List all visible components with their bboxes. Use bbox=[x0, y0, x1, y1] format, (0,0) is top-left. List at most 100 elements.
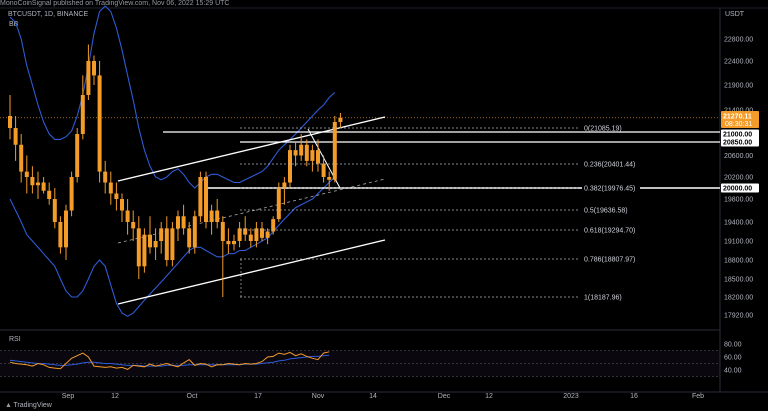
drawings bbox=[117, 116, 720, 305]
candle-body bbox=[288, 150, 292, 183]
time-tick-label: Dec bbox=[438, 393, 451, 400]
rsi-ma-line bbox=[9, 354, 330, 367]
candle-body bbox=[64, 210, 68, 248]
candle-body bbox=[187, 228, 192, 248]
candle-body bbox=[248, 234, 253, 241]
candle-body bbox=[148, 234, 152, 248]
bb-upper-line bbox=[9, 5, 336, 189]
candle-body bbox=[293, 150, 298, 156]
current-price-tag bbox=[721, 111, 759, 128]
candle-body bbox=[19, 144, 24, 172]
tradingview-logo-icon: ▲ bbox=[5, 402, 14, 409]
time-tick-label: 14 bbox=[369, 393, 377, 400]
candle-body bbox=[209, 210, 214, 222]
candle-body bbox=[299, 144, 304, 156]
time-tick-label: 17 bbox=[254, 393, 262, 400]
price-tick-label: 18800.00 bbox=[724, 258, 753, 265]
fib-level-1-label: 1(18187.96) bbox=[584, 295, 622, 302]
price-tick-label: 20600.00 bbox=[724, 153, 753, 160]
fib-label-bg bbox=[582, 183, 640, 192]
candle-body bbox=[260, 228, 264, 238]
candle-body bbox=[192, 216, 197, 248]
candle-body bbox=[47, 190, 52, 199]
candle-body bbox=[80, 95, 85, 134]
candles[interactable] bbox=[8, 44, 343, 298]
price-tick-label: 18200.00 bbox=[724, 295, 753, 302]
candle-body bbox=[8, 116, 12, 128]
candle-body bbox=[41, 182, 46, 191]
fib-retracement[interactable]: 0(21085.19) 0.236(20401.44) 0.382(19976.45… bbox=[240, 124, 640, 302]
candle-body bbox=[204, 177, 208, 222]
bb-lower-line bbox=[9, 176, 336, 317]
candle-body bbox=[310, 150, 315, 161]
time-tick-label: Feb bbox=[692, 393, 704, 400]
branding-text: TradingView bbox=[13, 402, 52, 409]
price-tick-label: 22400.00 bbox=[724, 59, 753, 66]
price-axis[interactable]: 22800.0022400.0021900.0021400.0020600.00… bbox=[721, 37, 759, 320]
time-tick-label: Sep bbox=[62, 393, 75, 400]
candle-body bbox=[86, 61, 91, 95]
candle-body bbox=[164, 228, 169, 260]
candle-body bbox=[215, 210, 220, 222]
candle-body bbox=[321, 163, 326, 177]
price-highlight-21000-label: 21000.00 bbox=[723, 132, 752, 139]
rsi-tick-label: 60.00 bbox=[724, 355, 742, 362]
candle-body bbox=[30, 177, 35, 186]
price-tick-label: 22800.00 bbox=[724, 37, 753, 44]
time-tick-label: 12 bbox=[485, 393, 493, 400]
candle-body bbox=[159, 228, 164, 241]
fib-level-0.5-label: 0.5(19636.58) bbox=[584, 208, 628, 215]
candle-body bbox=[142, 234, 147, 267]
candle-body bbox=[13, 128, 18, 145]
time-tick-label: 12 bbox=[111, 393, 119, 400]
bollinger-bands bbox=[9, 5, 336, 317]
candle-body bbox=[198, 177, 203, 217]
candle-body bbox=[276, 188, 281, 220]
candle-body bbox=[271, 219, 276, 232]
channel-upper-line bbox=[117, 116, 386, 182]
candle-body bbox=[108, 182, 113, 194]
candle-body bbox=[136, 228, 141, 267]
rsi-tick-label: 80.00 bbox=[724, 342, 742, 349]
current-price-label: 21270.11 bbox=[723, 114, 752, 121]
candle-body bbox=[327, 177, 332, 180]
price-tick-label: 18500.00 bbox=[724, 277, 753, 284]
candle-body bbox=[114, 193, 119, 199]
publisher-header: MonoCoinSignal published on TradingView.… bbox=[0, 0, 230, 7]
time-axis[interactable]: Sep 12 Oct 17 Nov 14 Dec 12 2023 16 Feb bbox=[62, 393, 704, 400]
candle-body bbox=[243, 228, 248, 235]
candle-body bbox=[226, 241, 231, 245]
rsi-line bbox=[9, 351, 330, 370]
candle-body bbox=[181, 216, 186, 229]
time-tick-label: Nov bbox=[312, 393, 325, 400]
candle-body bbox=[170, 228, 175, 260]
time-tick-label: 16 bbox=[630, 393, 638, 400]
price-tick-label: 19100.00 bbox=[724, 239, 753, 246]
symbol-title: BTCUSDT, 1D, BINANCE bbox=[8, 11, 89, 18]
candle-body bbox=[24, 171, 29, 177]
price-tick-label: 21900.00 bbox=[724, 83, 753, 90]
rsi-indicator-label[interactable]: RSI bbox=[9, 336, 21, 343]
candle-body bbox=[92, 61, 96, 76]
price-tick-label: 19800.00 bbox=[724, 197, 753, 204]
fib-level-0.786-label: 0.786(18807.97) bbox=[584, 257, 635, 264]
rsi-tick-label: 40.00 bbox=[724, 368, 742, 375]
candle-body bbox=[36, 182, 40, 186]
price-highlight-20850-label: 20850.00 bbox=[723, 140, 752, 147]
bb-indicator-label[interactable]: BB bbox=[9, 21, 19, 28]
price-highlight-20000-bg bbox=[721, 183, 759, 193]
candle-body bbox=[282, 182, 287, 188]
candle-body bbox=[316, 150, 320, 164]
price-tick-label: 17920.00 bbox=[724, 313, 753, 320]
candle-body bbox=[69, 177, 74, 211]
fib-level-0.236-label: 0.236(20401.44) bbox=[584, 162, 635, 169]
countdown-label: 08:30:31 bbox=[725, 121, 752, 128]
candle-body bbox=[304, 144, 309, 161]
candle-body bbox=[120, 199, 124, 211]
price-tick-label: 20200.00 bbox=[724, 175, 753, 182]
candle-body bbox=[131, 222, 136, 229]
rsi-pane[interactable]: 80.00 60.00 40.00 bbox=[9, 342, 742, 375]
candle-body bbox=[52, 199, 57, 222]
candle-body bbox=[232, 241, 236, 245]
